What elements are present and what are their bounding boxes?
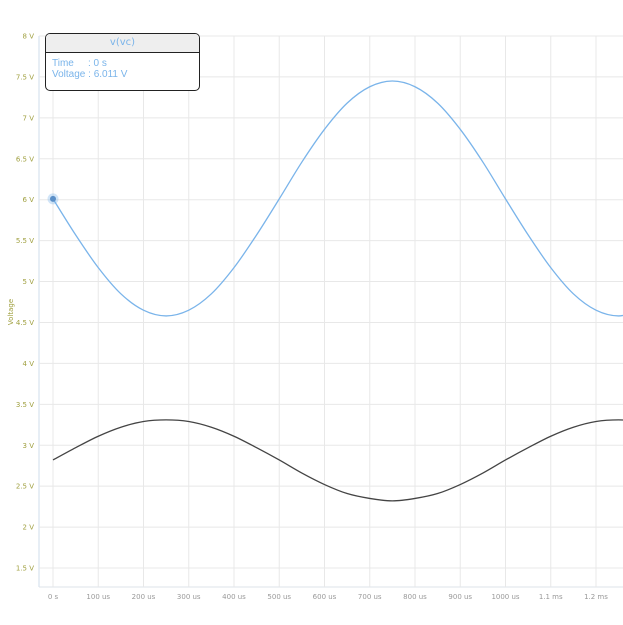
y-tick-label: 6.5 V	[16, 155, 34, 163]
y-tick-label: 8 V	[23, 33, 35, 41]
x-tick-label: 100 us	[86, 593, 110, 601]
x-tick-label: 1.2 ms	[584, 593, 608, 601]
x-tick-label: 900 us	[448, 593, 472, 601]
y-tick-label: 2 V	[23, 524, 35, 532]
y-axis-label: Voltage	[7, 299, 15, 325]
y-tick-label: 5 V	[23, 278, 35, 286]
y-tick-label: 3.5 V	[16, 401, 34, 409]
series-line-1	[52, 80, 623, 317]
y-tick-label: 6 V	[23, 196, 35, 204]
hover-marker[interactable]	[50, 195, 56, 202]
tooltip-time-value: : 0 s	[88, 58, 107, 69]
x-tick-label: 800 us	[403, 593, 427, 601]
y-tick-label: 7.5 V	[16, 73, 34, 81]
series-line-2	[52, 419, 623, 502]
x-tick-label: 700 us	[358, 593, 382, 601]
grid	[38, 35, 623, 588]
x-tick-label: 400 us	[222, 593, 246, 601]
tooltip: v(vc) Time : 0 s Voltage : 6.011 V	[45, 33, 200, 91]
x-tick-label: 1000 us	[491, 593, 519, 601]
y-tick-label: 4 V	[23, 360, 35, 368]
series-lines	[47, 80, 623, 502]
y-tick-label: 4.5 V	[16, 319, 34, 327]
x-tick-label: 0 s	[48, 593, 59, 601]
x-axis-ticks: 0 s 100 us 200 us 300 us 400 us 500 us 600 us 7…	[48, 593, 608, 601]
y-tick-label: 1.5 V	[16, 565, 34, 573]
y-tick-label: 2.5 V	[16, 483, 34, 491]
y-axis-ticks: 8 V 7.5 V 7 V 6.5 V 6 V 5.5 V 5 V 4.5 V 4 V 3.5 V…	[16, 33, 34, 573]
y-tick-label: 5.5 V	[16, 237, 34, 245]
tooltip-time-label: Time	[52, 58, 74, 69]
x-tick-label: 200 us	[132, 593, 156, 601]
y-tick-label: 3 V	[23, 442, 35, 450]
tooltip-title: v(vc)	[46, 34, 199, 53]
x-tick-label: 600 us	[313, 593, 337, 601]
x-tick-label: 300 us	[177, 593, 201, 601]
x-tick-label: 500 us	[267, 593, 291, 601]
tooltip-voltage-value: : 6.011 V	[88, 69, 128, 80]
x-tick-label: 1.1 ms	[539, 593, 563, 601]
y-tick-label: 7 V	[23, 114, 35, 122]
tooltip-voltage-label: Voltage	[52, 69, 86, 80]
